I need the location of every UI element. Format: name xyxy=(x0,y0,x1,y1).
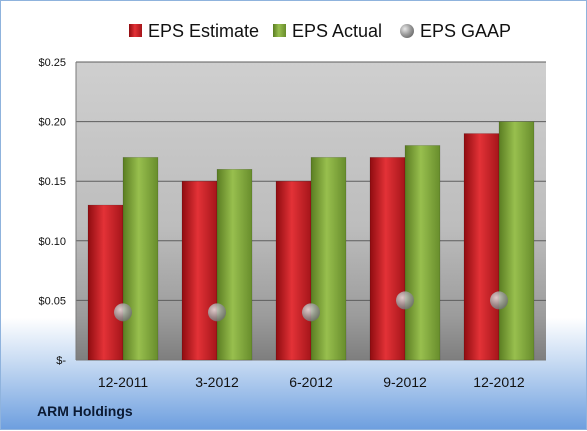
x-tick-label: 6-2012 xyxy=(289,374,333,390)
bar-eps-estimate xyxy=(87,204,124,361)
bar-eps-estimate xyxy=(275,180,312,361)
bar-eps-actual xyxy=(498,121,535,361)
marker-eps-gaap xyxy=(208,303,226,322)
legend-swatch-eps-estimate xyxy=(129,24,142,37)
legend-swatch-eps-actual xyxy=(273,24,286,37)
legend-swatch-eps-gaap xyxy=(400,24,414,38)
y-tick-label: $- xyxy=(56,355,66,367)
legend-label: EPS GAAP xyxy=(420,21,511,41)
x-axis: 12-2011 3-2012 6-2012 9-2012 12-2012 xyxy=(98,374,525,390)
marker-eps-gaap xyxy=(490,291,508,310)
y-tick-label: $0.10 xyxy=(38,236,66,248)
marker-eps-gaap xyxy=(114,303,132,322)
x-tick-label: 9-2012 xyxy=(383,374,427,390)
y-axis: $- $0.05 $0.10 $0.15 $0.20 $0.25 xyxy=(38,57,77,367)
marker-eps-gaap xyxy=(396,291,414,310)
y-tick-label: $0.05 xyxy=(38,295,66,307)
legend-label: EPS Actual xyxy=(292,21,382,41)
x-tick-label: 12-2012 xyxy=(473,374,525,390)
legend: EPS Estimate EPS Actual EPS GAAP xyxy=(129,21,511,41)
bars xyxy=(87,121,535,361)
marker-eps-gaap xyxy=(302,303,320,322)
gaap-markers xyxy=(114,291,508,322)
bar-eps-actual xyxy=(310,157,347,361)
company-label: ARM Holdings xyxy=(37,403,133,419)
bar-eps-estimate xyxy=(463,133,500,361)
bar-eps-estimate xyxy=(369,157,406,361)
legend-label: EPS Estimate xyxy=(148,21,259,41)
bar-eps-actual xyxy=(122,157,159,361)
bar-eps-estimate xyxy=(181,180,218,361)
y-tick-label: $0.15 xyxy=(38,176,66,188)
y-tick-label: $0.20 xyxy=(38,117,66,129)
x-tick-label: 12-2011 xyxy=(98,374,149,390)
x-tick-label: 3-2012 xyxy=(195,374,239,390)
bar-eps-actual xyxy=(216,169,253,361)
bar-eps-actual xyxy=(404,145,441,361)
y-tick-label: $0.25 xyxy=(38,57,66,69)
